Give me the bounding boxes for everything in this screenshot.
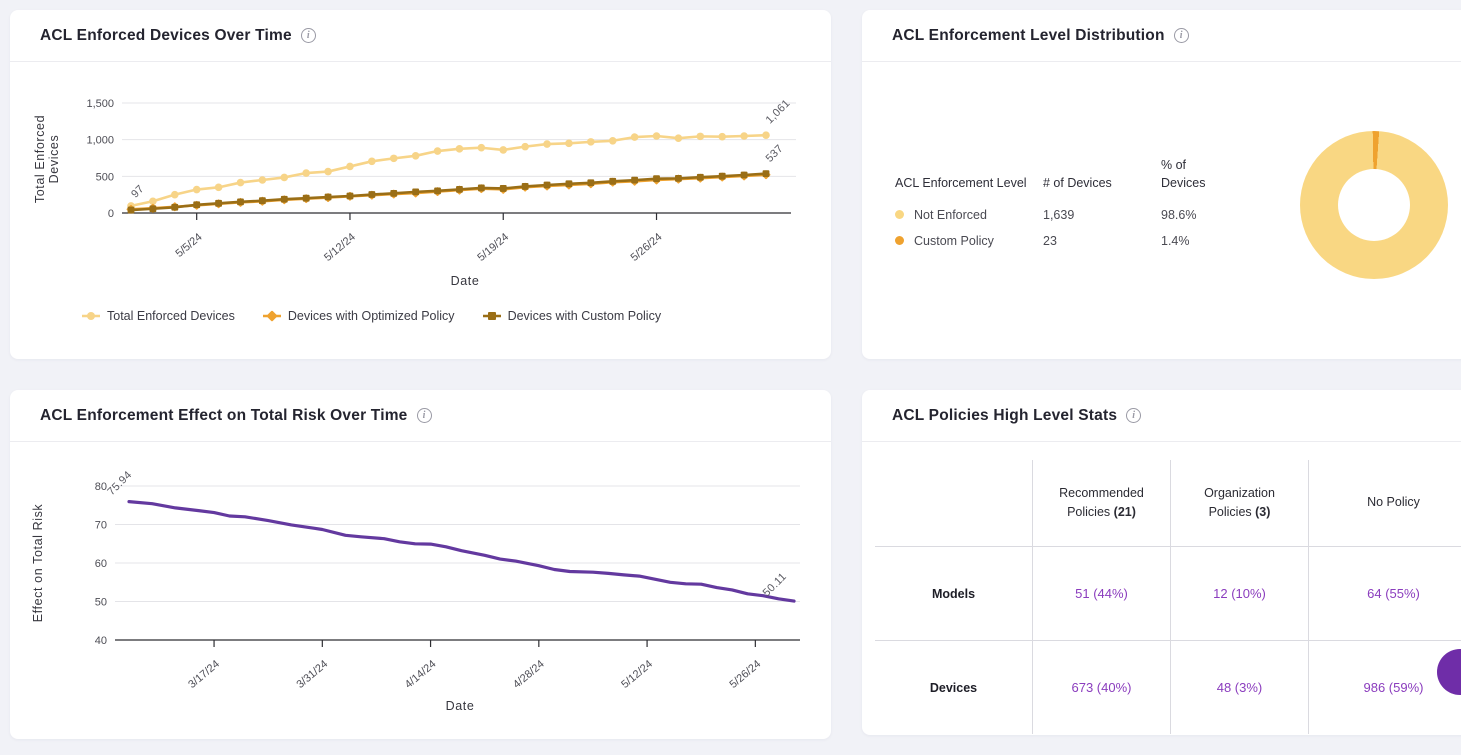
panel-header: ACL Enforced Devices Over Time i [10,10,831,62]
panel-devices-over-time: ACL Enforced Devices Over Time i 0 500 1,0… [10,10,831,359]
panel-title: ACL Enforcement Level Distribution [892,26,1165,44]
panel-title: ACL Policies High Level Stats [892,406,1118,424]
devices-no-policy-link[interactable]: 986 (59%) [1363,680,1424,695]
svg-text:Effect on Total Risk: Effect on Total Risk [31,504,45,623]
svg-text:5/5/24: 5/5/24 [173,231,204,260]
row-label-models: Models [875,546,1032,640]
svg-text:500: 500 [96,171,114,183]
panel-header: ACL Policies High Level Stats i [862,390,1461,442]
square-marker-icon [482,312,501,320]
column-label: Recommended Policies [1059,485,1144,519]
policies-stats-table: Recommended Policies (21) Organization P… [875,460,1461,734]
svg-text:Date: Date [451,274,480,288]
models-recommended-cell: 51 (44%) [1032,546,1170,640]
models-no-policy-cell: 64 (55%) [1308,546,1461,640]
svg-text:50: 50 [95,597,107,609]
slice-devices: 23 [1043,234,1057,249]
svg-text:75.94: 75.94 [105,469,134,498]
legend-item: Total Enforced Devices [82,309,235,323]
models-recommended-link[interactable]: 51 (44%) [1075,586,1128,601]
column-label: No Policy [1367,495,1420,510]
svg-text:5/12/24: 5/12/24 [322,231,358,264]
svg-text:3/17/24: 3/17/24 [186,658,222,691]
legend-dot-not-enforced [895,210,904,220]
column-header-recommended: Recommended Policies (21) [1032,460,1170,546]
diamond-marker-icon [262,310,281,322]
donut-wrap [1300,131,1448,279]
svg-text:4/28/24: 4/28/24 [511,658,547,691]
devices-no-policy-cell: 986 (59%) [1308,640,1461,734]
svg-text:50.11: 50.11 [761,571,789,599]
table-row: Custom Policy 23 1.4% [895,228,1239,254]
svg-text:4/14/24: 4/14/24 [403,658,439,691]
svg-text:0: 0 [108,208,114,220]
devices-organization-cell: 48 (3%) [1170,640,1308,734]
svg-text:1,500: 1,500 [86,98,114,110]
slice-label: Not Enforced [914,208,987,223]
devices-organization-link[interactable]: 48 (3%) [1216,680,1263,695]
column-header-organization: Organization Policies (3) [1170,460,1308,546]
svg-text:1,061: 1,061 [764,97,793,126]
svg-text:537: 537 [764,143,786,165]
chart-legend: Total Enforced Devices Devices with Optim… [82,309,661,323]
devices-recommended-cell: 673 (40%) [1032,640,1170,734]
models-organization-link[interactable]: 12 (10%) [1213,586,1266,601]
svg-text:3/31/24: 3/31/24 [294,658,330,691]
column-count: (3) [1255,505,1271,519]
legend-label: Devices with Optimized Policy [287,309,455,323]
panel-title: ACL Enforcement Effect on Total Risk Ove… [40,406,408,424]
slice-percent: 98.6% [1161,208,1197,223]
info-icon[interactable]: i [300,28,316,43]
svg-text:Total EnforcedDevices: Total EnforcedDevices [33,115,61,203]
legend-item: Devices with Custom Policy [482,309,662,323]
enforcement-donut-chart [1300,131,1448,279]
panel-title: ACL Enforced Devices Over Time [40,26,292,44]
svg-text:40: 40 [95,635,107,647]
column-header-devices: # of Devices [1043,176,1112,190]
panel-policies-stats: ACL Policies High Level Stats i Recommen… [862,390,1461,735]
devices-over-time-chart: 0 500 1,000 1,500 5/5/24 5/12/24 5/19/24 5/26/2… [33,97,796,288]
column-count: (21) [1113,505,1136,519]
slice-devices: 1,639 [1043,208,1075,223]
column-header-level: ACL Enforcement Level [895,176,1027,190]
svg-text:97: 97 [129,183,147,201]
distribution-body: ACL Enforcement Level # of Devices % of … [862,62,1461,358]
table-row: Not Enforced 1,639 98.6% [895,202,1239,228]
row-label-devices: Devices [875,640,1032,734]
svg-text:60: 60 [95,558,107,570]
panel-header: ACL Enforcement Level Distribution i [862,10,1461,62]
slice-label: Custom Policy [914,234,994,249]
legend-dot-custom-policy [895,236,904,246]
legend-item: Devices with Optimized Policy [262,309,455,323]
panel-header: ACL Enforcement Effect on Total Risk Ove… [10,390,831,442]
devices-recommended-link[interactable]: 673 (40%) [1071,680,1132,695]
column-label: Organization Policies [1204,485,1275,519]
info-icon[interactable]: i [1173,28,1189,43]
column-header-percent: % of Devices [1161,157,1206,190]
svg-text:Date: Date [446,699,475,713]
circle-marker-icon [82,312,100,320]
panel-enforcement-distribution: ACL Enforcement Level Distribution i ACL… [862,10,1461,359]
legend-label: Total Enforced Devices [107,309,235,323]
svg-text:5/12/24: 5/12/24 [619,658,655,691]
corner-cell [875,460,1032,546]
svg-text:5/26/24: 5/26/24 [727,658,763,691]
risk-over-time-chart: 40 50 60 70 80 3/17/24 3/31/24 4/14/24 4/28/24 5/… [31,469,800,713]
svg-text:80: 80 [95,481,107,493]
info-icon[interactable]: i [416,408,432,423]
models-no-policy-link[interactable]: 64 (55%) [1367,586,1420,601]
column-header-no-policy: No Policy [1308,460,1461,546]
legend-label: Devices with Custom Policy [507,309,662,323]
panel-risk-over-time: ACL Enforcement Effect on Total Risk Ove… [10,390,831,739]
info-icon[interactable]: i [1126,408,1142,423]
models-organization-cell: 12 (10%) [1170,546,1308,640]
svg-text:5/19/24: 5/19/24 [475,231,511,264]
distribution-table: ACL Enforcement Level # of Devices % of … [895,156,1239,254]
svg-text:1,000: 1,000 [86,135,114,147]
svg-text:70: 70 [95,520,107,532]
slice-percent: 1.4% [1161,234,1190,249]
svg-text:5/26/24: 5/26/24 [629,231,665,264]
